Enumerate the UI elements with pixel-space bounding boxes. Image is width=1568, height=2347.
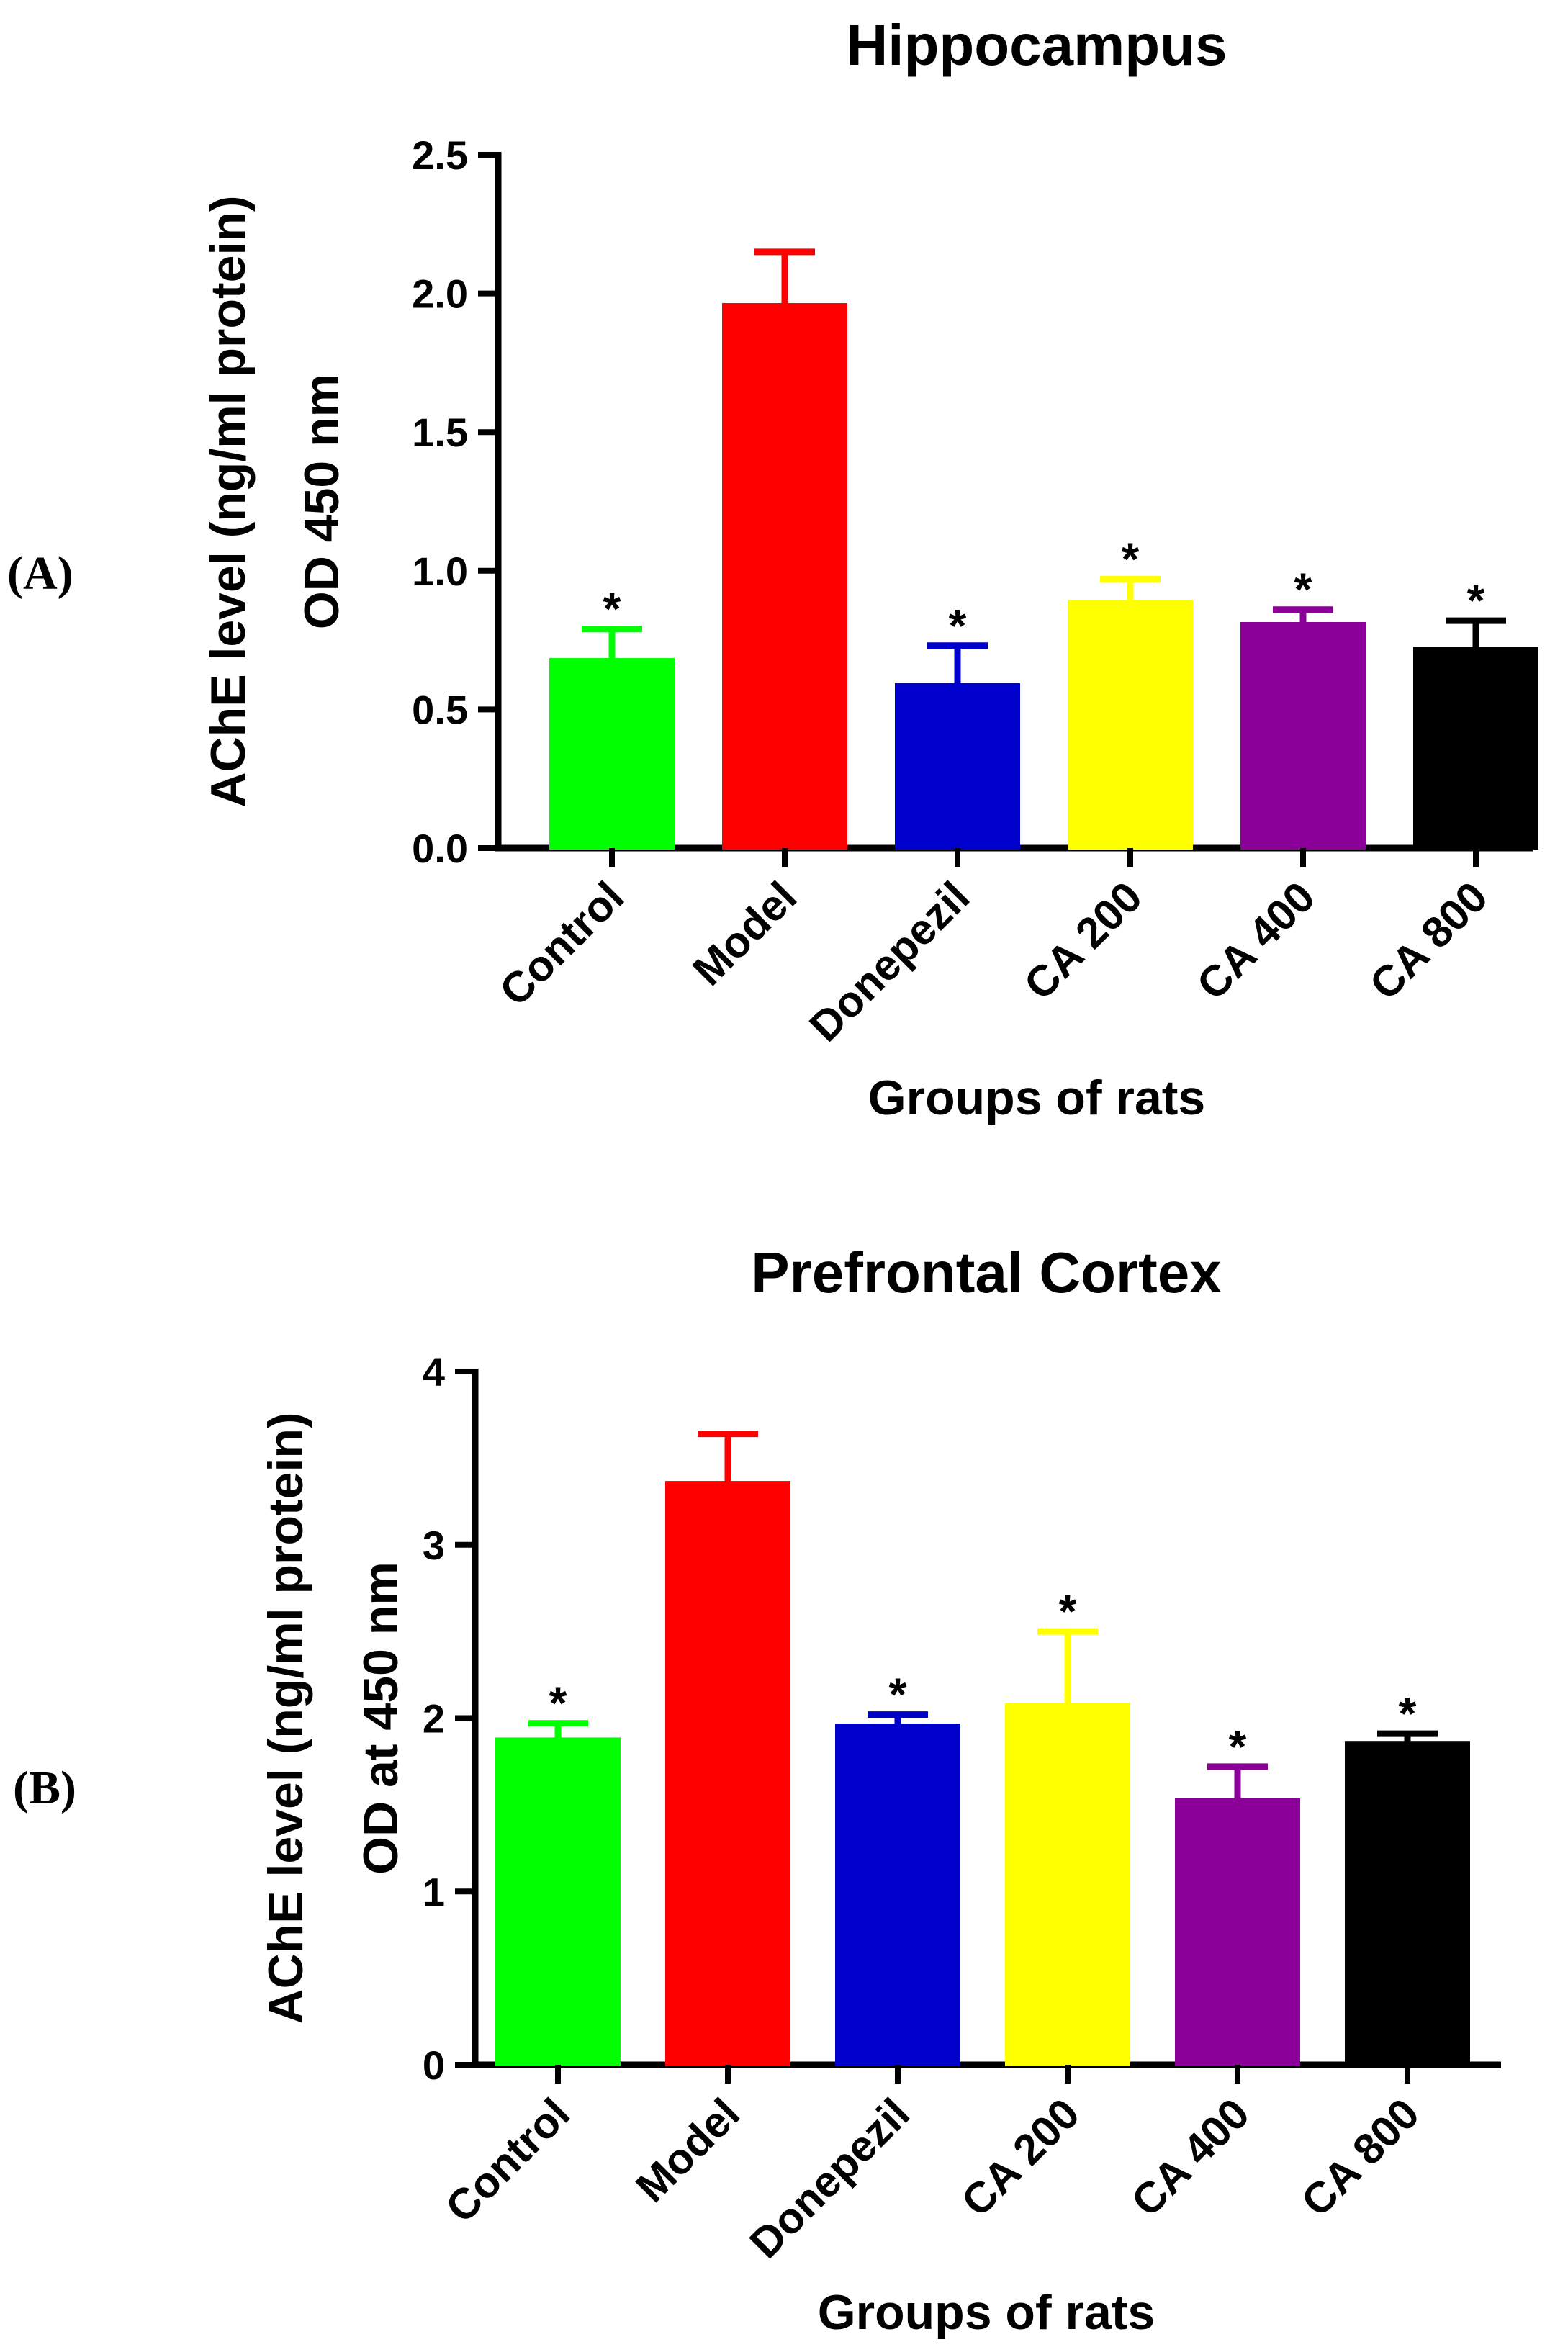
- panel-label: (A): [7, 547, 73, 600]
- x-tick-label: Donepezil: [800, 873, 978, 1051]
- chart-title: Prefrontal Cortex: [751, 1240, 1221, 1305]
- x-axis-label: Groups of rats: [818, 2285, 1155, 2340]
- x-axis-label: Groups of rats: [868, 1071, 1206, 1125]
- significance-marker: *: [1467, 575, 1485, 626]
- x-tick-label: Donepezil: [740, 2089, 919, 2268]
- significance-marker: *: [889, 1669, 907, 1721]
- significance-marker: *: [1399, 1688, 1417, 1739]
- significance-marker: *: [549, 1677, 567, 1729]
- significance-marker: *: [1059, 1585, 1077, 1637]
- significance-marker: *: [949, 600, 967, 652]
- x-tick-label: Model: [683, 873, 806, 995]
- panel-label: (B): [13, 1762, 76, 1814]
- y-axis-label: AChE level (ng/ml protein): [258, 1412, 313, 2024]
- significance-marker: *: [1294, 564, 1312, 616]
- significance-marker: *: [603, 583, 621, 635]
- y-tick-label: 0.5: [412, 687, 468, 732]
- y-tick-label: 2.5: [412, 132, 468, 178]
- y-tick-label: 3: [423, 1523, 445, 1568]
- x-tick-label: CA 400: [1188, 873, 1325, 1009]
- significance-marker: *: [1122, 533, 1140, 585]
- y-tick-label: 0: [423, 2042, 445, 2088]
- y-tick-label: 1.5: [412, 410, 468, 455]
- x-tick-label: Control: [436, 2089, 579, 2232]
- bar-donepezil: [895, 683, 1020, 850]
- y-tick-label: 4: [423, 1349, 445, 1395]
- chart-title: Hippocampus: [847, 13, 1227, 77]
- bar-ca-400: [1175, 1798, 1300, 2067]
- y-axis-label-line2: OD at 450 nm: [353, 1562, 408, 1875]
- chart-panel-b: (B) Prefrontal Cortex AChE level (ng/ml pr…: [13, 1240, 1501, 2340]
- y-axis-label-line2: OD 450 nm: [294, 374, 349, 629]
- y-tick-label: 2.0: [412, 271, 468, 317]
- x-tick-label: CA 800: [1361, 873, 1497, 1009]
- bar-control: [495, 1737, 621, 2066]
- x-tick-label: Control: [490, 873, 633, 1015]
- bar-ca-800: [1413, 647, 1538, 850]
- y-tick-label: 1.0: [412, 549, 468, 594]
- bar-ca-200: [1005, 1703, 1130, 2066]
- bar-ca-400: [1240, 621, 1366, 850]
- bar-model: [665, 1481, 790, 2067]
- x-tick-label: CA 400: [1122, 2089, 1259, 2226]
- y-tick-label: 2: [423, 1696, 445, 1742]
- bar-donepezil: [835, 1724, 960, 2066]
- y-tick-label: 1: [423, 1869, 445, 1914]
- x-tick-label: CA 200: [952, 2089, 1089, 2226]
- bar-model: [722, 303, 847, 850]
- bar-ca-800: [1345, 1741, 1470, 2067]
- significance-marker: *: [1229, 1721, 1247, 1772]
- y-axis-label: AChE level (ng/ml protein): [201, 195, 256, 807]
- x-tick-label: CA 800: [1292, 2089, 1429, 2226]
- bar-control: [549, 658, 675, 850]
- x-tick-label: CA 200: [1015, 873, 1152, 1009]
- bar-ca-200: [1068, 600, 1193, 850]
- chart-panel-a: (A) Hippocampus AChE level (ng/ml protein)…: [7, 13, 1538, 1125]
- y-tick-label: 0.0: [412, 826, 468, 871]
- x-tick-label: Model: [626, 2089, 749, 2212]
